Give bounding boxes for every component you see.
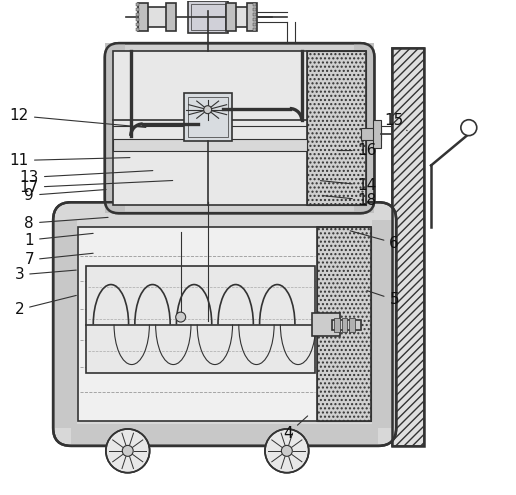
Text: 5: 5 bbox=[367, 291, 399, 307]
Bar bbox=[136, 18, 139, 21]
Circle shape bbox=[106, 429, 150, 473]
Bar bbox=[342, 318, 347, 332]
Bar bbox=[392, 48, 424, 446]
Bar bbox=[317, 227, 372, 421]
Bar bbox=[136, 8, 139, 11]
Bar bbox=[253, 3, 256, 6]
Text: 3: 3 bbox=[14, 267, 76, 282]
Bar bbox=[253, 28, 256, 31]
Circle shape bbox=[204, 106, 212, 114]
Circle shape bbox=[281, 446, 292, 456]
Text: 17: 17 bbox=[20, 180, 173, 195]
Text: 11: 11 bbox=[10, 153, 130, 168]
Bar bbox=[225, 3, 235, 31]
Circle shape bbox=[265, 429, 309, 473]
Bar bbox=[392, 48, 424, 446]
Bar bbox=[78, 227, 372, 421]
Bar bbox=[105, 43, 125, 213]
Bar bbox=[228, 7, 249, 27]
Text: 13: 13 bbox=[20, 170, 153, 185]
Bar bbox=[349, 318, 356, 332]
Bar bbox=[253, 13, 256, 16]
Bar bbox=[317, 227, 372, 421]
Text: 8: 8 bbox=[24, 216, 108, 231]
Text: 1: 1 bbox=[24, 233, 93, 248]
Text: 6: 6 bbox=[350, 231, 399, 250]
Bar bbox=[191, 4, 224, 30]
Bar bbox=[374, 120, 381, 148]
Text: 14: 14 bbox=[320, 178, 377, 193]
Bar bbox=[86, 266, 315, 373]
Bar bbox=[184, 93, 232, 141]
Bar bbox=[188, 1, 228, 33]
Bar bbox=[188, 97, 228, 137]
Bar bbox=[146, 7, 168, 27]
Bar bbox=[332, 320, 361, 330]
Bar bbox=[71, 424, 378, 444]
Circle shape bbox=[176, 312, 186, 322]
Bar bbox=[253, 23, 256, 26]
Text: 7: 7 bbox=[24, 252, 93, 267]
Bar bbox=[312, 313, 340, 337]
Bar bbox=[55, 220, 77, 428]
Text: 9: 9 bbox=[24, 188, 106, 203]
Text: 18: 18 bbox=[322, 193, 377, 208]
Bar bbox=[354, 43, 374, 213]
FancyBboxPatch shape bbox=[53, 202, 396, 446]
Bar bbox=[138, 3, 148, 31]
Bar bbox=[136, 23, 139, 26]
Bar bbox=[307, 51, 366, 205]
Text: 12: 12 bbox=[10, 108, 146, 127]
Bar bbox=[166, 3, 176, 31]
Bar bbox=[113, 51, 366, 205]
Bar bbox=[248, 3, 257, 31]
Bar bbox=[373, 220, 394, 428]
Circle shape bbox=[122, 446, 133, 456]
Circle shape bbox=[461, 120, 477, 136]
Bar bbox=[307, 51, 366, 205]
Text: 15: 15 bbox=[384, 113, 407, 131]
Bar bbox=[113, 140, 307, 151]
Bar bbox=[333, 318, 340, 332]
Text: 4: 4 bbox=[283, 416, 308, 442]
Bar bbox=[253, 8, 256, 11]
Bar bbox=[361, 128, 381, 141]
Bar bbox=[253, 18, 256, 21]
Bar bbox=[136, 28, 139, 31]
Text: 2: 2 bbox=[14, 296, 76, 317]
Bar bbox=[136, 13, 139, 16]
Text: 16: 16 bbox=[337, 143, 377, 158]
FancyBboxPatch shape bbox=[105, 43, 374, 213]
Bar bbox=[136, 3, 139, 6]
